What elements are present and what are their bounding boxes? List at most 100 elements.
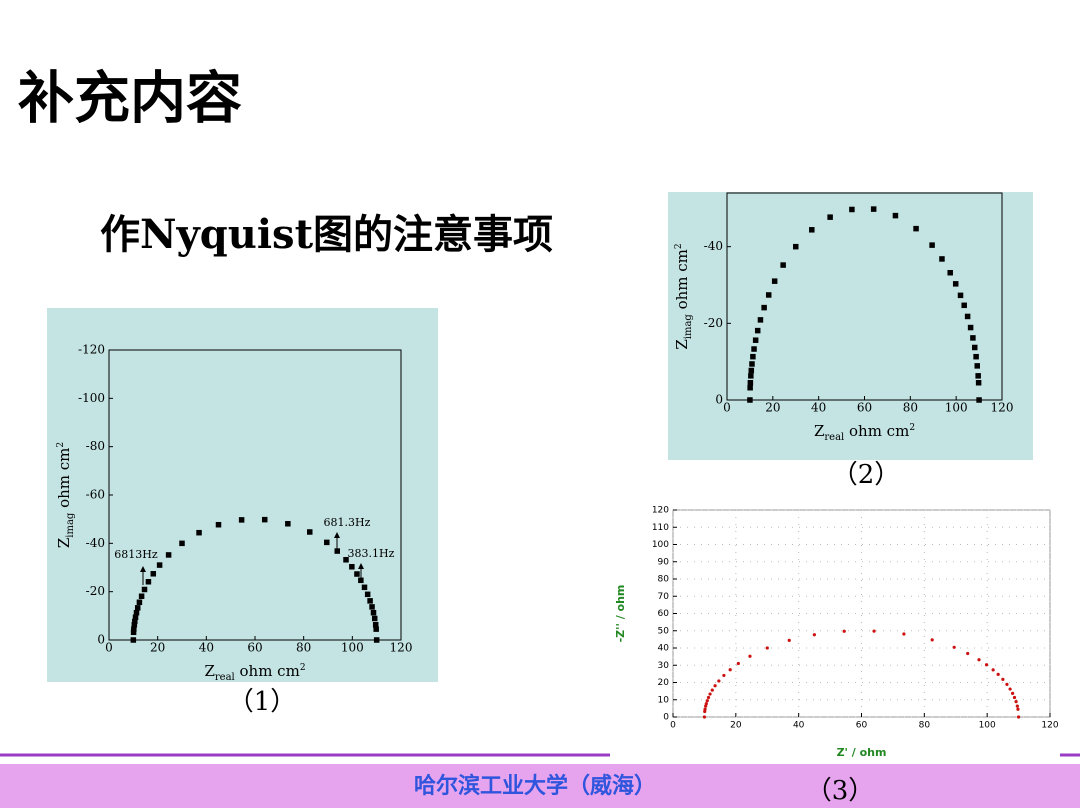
data-point xyxy=(748,373,754,379)
y-tick-label: 100 xyxy=(652,540,669,550)
y-tick-label: -20 xyxy=(86,584,105,598)
data-point xyxy=(369,604,375,610)
chart-panel xyxy=(47,308,438,682)
y-tick-label: 60 xyxy=(658,609,670,619)
data-point xyxy=(704,704,708,708)
data-point xyxy=(971,344,978,351)
data-point xyxy=(991,668,995,672)
y-tick-label: 40 xyxy=(658,644,670,654)
y-tick-label: -20 xyxy=(704,316,723,330)
y-tick-label: 0 xyxy=(715,393,723,407)
x-axis-label-part: 2 xyxy=(300,663,306,673)
data-point xyxy=(343,557,349,563)
y-tick-label: 30 xyxy=(658,661,670,671)
x-tick-label: 40 xyxy=(199,641,214,655)
data-point xyxy=(371,615,378,622)
data-point xyxy=(930,638,934,642)
data-point xyxy=(285,521,291,527)
x-tick-label: 0 xyxy=(723,401,731,415)
data-point xyxy=(703,707,707,711)
x-axis-label-part: 2 xyxy=(909,423,915,433)
x-tick-label: 40 xyxy=(811,401,826,415)
data-point xyxy=(367,598,373,604)
x-axis-label-part: Z xyxy=(204,662,214,680)
chart-caption: （3） xyxy=(806,776,875,806)
data-point xyxy=(238,517,245,523)
x-tick-label: 60 xyxy=(247,641,262,655)
y-tick-label: 90 xyxy=(658,557,670,567)
data-point xyxy=(132,618,138,625)
data-point xyxy=(133,609,140,616)
data-point xyxy=(957,292,964,299)
data-point xyxy=(748,367,755,374)
y-tick-label: 70 xyxy=(658,592,670,602)
data-point xyxy=(975,373,981,379)
y-axis-label: Zimag ohm cm2 xyxy=(55,442,76,548)
data-point xyxy=(136,599,143,606)
annotation: 6813Hz xyxy=(114,548,158,561)
y-tick-label: 20 xyxy=(658,678,670,688)
data-point xyxy=(970,335,976,341)
y-tick-label: -120 xyxy=(78,343,105,357)
data-point xyxy=(751,346,757,352)
data-point xyxy=(705,699,709,703)
y-tick-label: 110 xyxy=(652,523,669,533)
x-axis-label-part: Z xyxy=(814,422,824,440)
data-point xyxy=(749,361,755,367)
data-point xyxy=(373,626,379,632)
y-tick-label: -40 xyxy=(704,239,723,253)
data-point xyxy=(361,584,368,591)
data-point xyxy=(717,679,721,683)
x-axis-label-part: real xyxy=(824,432,844,443)
data-point xyxy=(966,651,970,656)
data-point xyxy=(728,668,732,672)
data-point xyxy=(1016,715,1021,719)
x-tick-label: 120 xyxy=(1041,721,1058,731)
x-tick-label: 100 xyxy=(945,401,968,415)
data-point xyxy=(827,214,833,220)
data-point xyxy=(765,646,769,650)
data-point xyxy=(145,579,152,585)
data-point xyxy=(996,672,1000,676)
data-point xyxy=(1012,695,1017,700)
data-point xyxy=(952,645,956,649)
x-tick-label: 60 xyxy=(857,401,872,415)
data-point xyxy=(872,629,876,633)
data-point xyxy=(131,622,138,628)
x-axis-label-part: real xyxy=(215,672,235,683)
data-point xyxy=(704,702,708,706)
y-axis-label-part: 2 xyxy=(674,243,684,249)
data-point xyxy=(179,540,185,547)
data-point xyxy=(747,397,753,403)
y-tick-label: 120 xyxy=(652,506,669,516)
y-tick-label: -100 xyxy=(78,391,105,405)
x-tick-label: 20 xyxy=(730,721,742,731)
annotation-arrowhead xyxy=(140,566,146,572)
data-point xyxy=(765,292,772,298)
x-axis-label-part: ohm cm xyxy=(235,662,300,680)
data-point xyxy=(132,614,139,621)
data-point xyxy=(747,380,754,386)
data-point xyxy=(977,658,981,662)
data-point xyxy=(902,632,906,636)
data-point xyxy=(130,629,137,636)
data-point xyxy=(892,212,899,219)
data-point xyxy=(324,539,330,546)
data-point xyxy=(196,529,202,536)
annotation: 681.3Hz xyxy=(324,516,371,529)
data-point xyxy=(1005,682,1009,686)
x-axis-label-part: Z' / ohm xyxy=(837,746,887,759)
y-tick-label: 0 xyxy=(97,633,105,647)
data-point xyxy=(1016,707,1020,711)
y-tick-label: 50 xyxy=(658,626,670,636)
data-point xyxy=(1014,700,1018,704)
data-point xyxy=(748,654,752,658)
chart-caption: （2） xyxy=(832,460,901,490)
x-tick-label: 100 xyxy=(979,721,996,731)
data-point xyxy=(372,622,379,628)
data-point xyxy=(793,243,799,250)
y-axis-label-part: Z xyxy=(55,538,73,548)
annotation-arrowhead xyxy=(334,532,340,538)
data-point xyxy=(1015,704,1019,708)
data-point xyxy=(1001,677,1005,681)
